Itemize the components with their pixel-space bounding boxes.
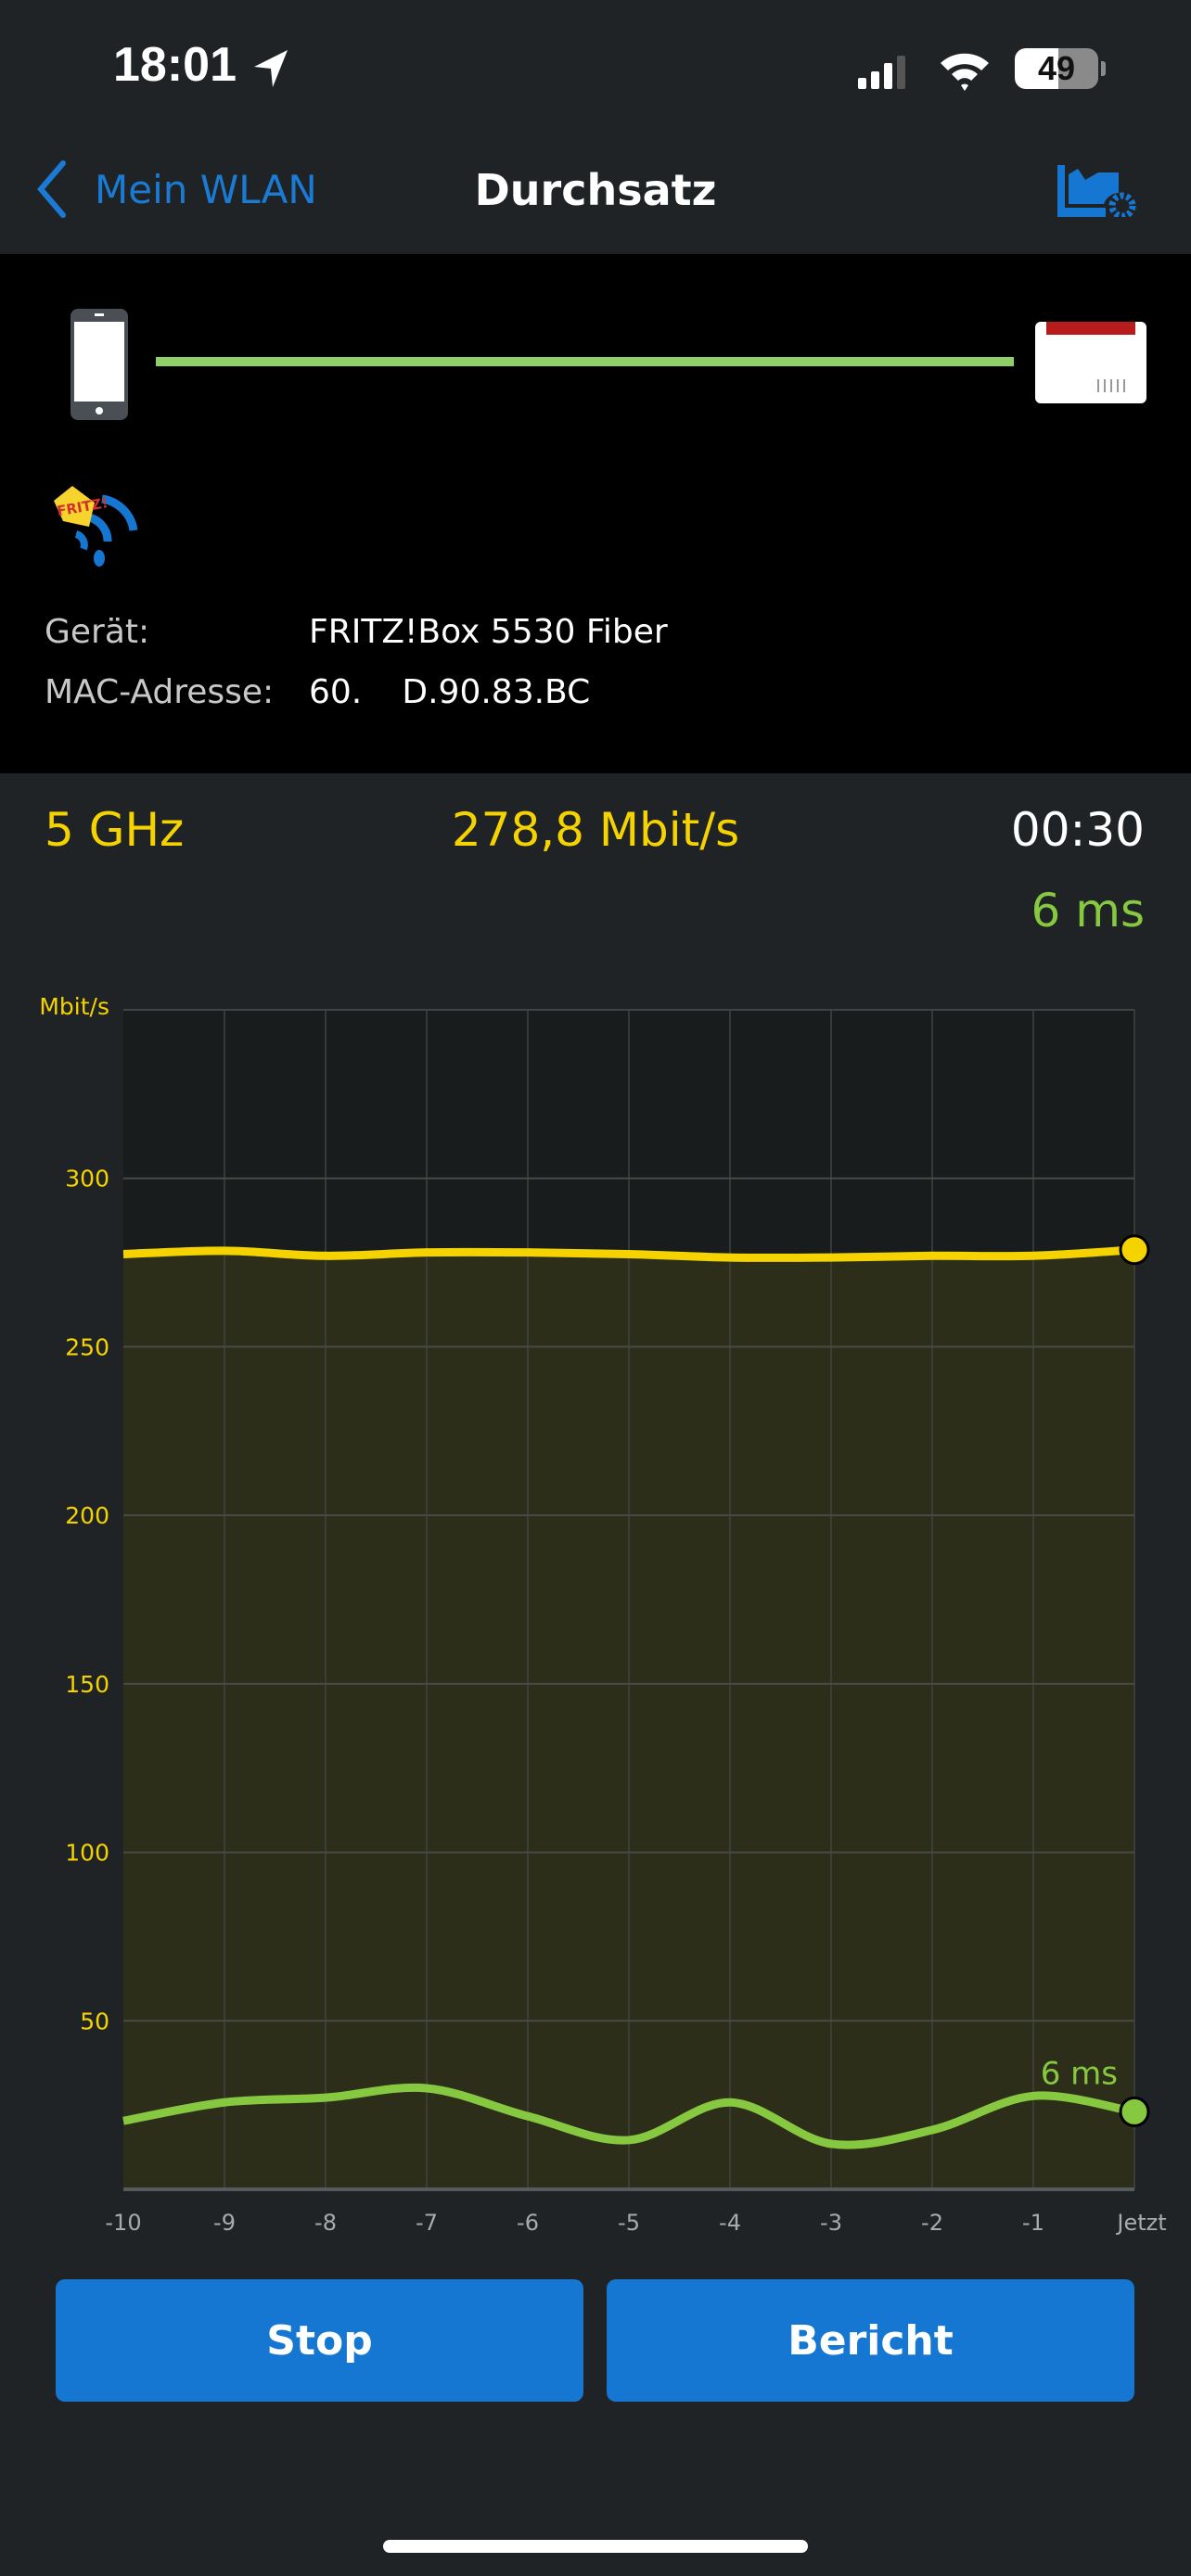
y-tick-label: 50 bbox=[80, 2008, 109, 2034]
x-tick-label: -3 bbox=[820, 2210, 842, 2236]
throughput-current-marker bbox=[1119, 1234, 1150, 1266]
x-tick-label: -4 bbox=[719, 2210, 741, 2236]
x-tick-label: -2 bbox=[921, 2210, 943, 2236]
latency-current-marker bbox=[1119, 2096, 1150, 2127]
chevron-left-icon bbox=[37, 160, 66, 218]
y-axis-label: Mbit/s bbox=[39, 993, 109, 1020]
x-tick-label: -5 bbox=[618, 2210, 640, 2236]
x-tick-label: -6 bbox=[517, 2210, 539, 2236]
back-button[interactable]: Mein WLAN bbox=[33, 159, 317, 219]
battery-icon: 49 bbox=[1015, 48, 1098, 89]
stop-button[interactable]: Stop bbox=[56, 2279, 583, 2402]
x-tick-label: -1 bbox=[1022, 2210, 1044, 2236]
x-tick-label: -10 bbox=[105, 2210, 141, 2236]
y-tick-label: 150 bbox=[65, 1671, 109, 1698]
fritzbox-router-icon bbox=[1035, 322, 1146, 403]
x-tick-label: -7 bbox=[416, 2210, 438, 2236]
y-tick-label: 250 bbox=[65, 1333, 109, 1360]
smartphone-icon bbox=[70, 309, 128, 420]
mac-value: 60. D.90.83.BC bbox=[309, 673, 591, 711]
x-tick-label: -9 bbox=[213, 2210, 236, 2236]
latency-line bbox=[122, 2083, 1135, 2149]
signal-icon bbox=[858, 56, 905, 89]
back-label: Mein WLAN bbox=[95, 166, 317, 212]
band-value: 5 GHz bbox=[45, 803, 185, 857]
latency-value: 6 ms bbox=[1031, 884, 1145, 937]
throughput-line bbox=[122, 1245, 1135, 1262]
chart-settings-icon[interactable] bbox=[1057, 165, 1137, 217]
page-title: Durchsatz bbox=[474, 165, 717, 215]
home-indicator[interactable] bbox=[383, 2540, 808, 2553]
battery-tip bbox=[1101, 61, 1106, 76]
latency-series-label: 6 ms bbox=[1041, 2055, 1118, 2092]
fritz-wifi-logo: FRITZ! bbox=[54, 486, 138, 567]
connection-panel bbox=[0, 254, 1191, 773]
mac-label: MAC-Adresse: bbox=[45, 673, 275, 711]
elapsed-time: 00:30 bbox=[1010, 803, 1145, 857]
y-tick-label: 100 bbox=[65, 1840, 109, 1867]
location-arrow-icon bbox=[254, 50, 288, 87]
device-label: Gerät: bbox=[45, 613, 150, 651]
x-tick-label: -8 bbox=[314, 2210, 337, 2236]
y-tick-label: 200 bbox=[65, 1502, 109, 1529]
device-value: FRITZ!Box 5530 Fiber bbox=[309, 613, 668, 651]
status-time: 18:01 bbox=[113, 38, 237, 92]
y-tick-label: 300 bbox=[65, 1166, 109, 1192]
connection-link-line bbox=[156, 357, 1014, 366]
throughput-value: 278,8 Mbit/s bbox=[451, 803, 740, 857]
x-tick-label: Jetzt bbox=[1115, 2210, 1166, 2236]
report-button[interactable]: Bericht bbox=[607, 2279, 1134, 2402]
wifi-icon bbox=[941, 53, 989, 91]
throughput-chart: 50 100 150 200 250 300 -10 -9 -8 -7 -6 -5 -4 -3 -2 -1 Je… bbox=[39, 993, 1166, 2236]
